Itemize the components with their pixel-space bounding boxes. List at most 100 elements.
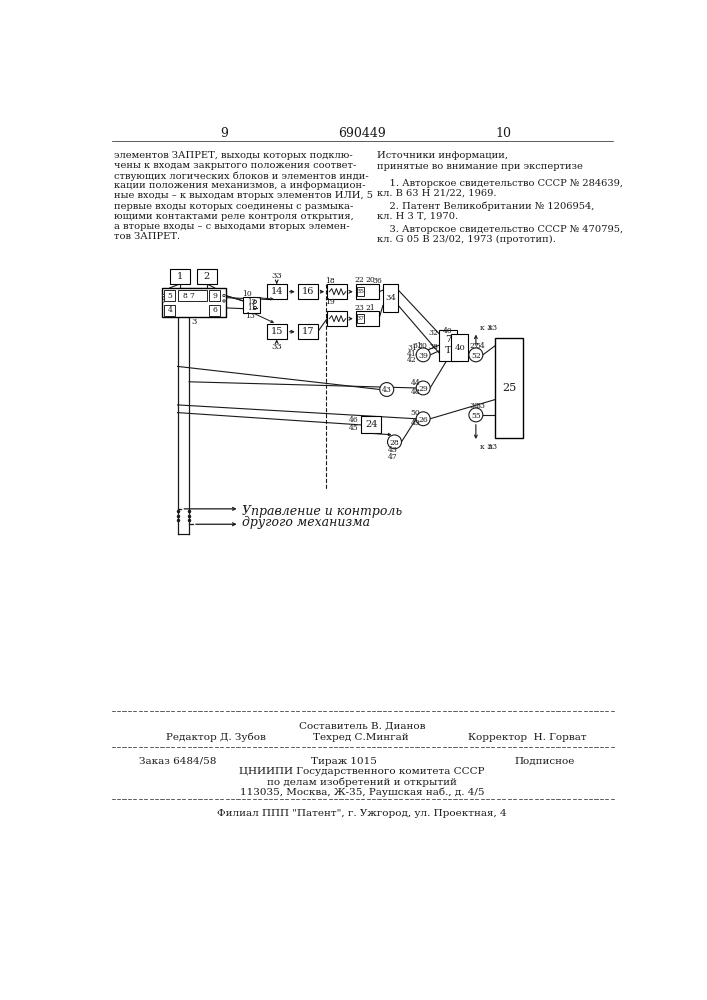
FancyBboxPatch shape	[267, 324, 287, 339]
Circle shape	[416, 381, 430, 395]
Text: 18: 18	[325, 277, 334, 285]
Text: 14: 14	[271, 287, 283, 296]
FancyBboxPatch shape	[356, 284, 379, 299]
Circle shape	[380, 383, 394, 396]
FancyBboxPatch shape	[298, 324, 317, 339]
Text: 24: 24	[365, 420, 378, 429]
Text: 33: 33	[476, 402, 486, 410]
Text: к 33: к 33	[480, 324, 497, 332]
FancyBboxPatch shape	[495, 338, 523, 438]
Text: к 33: к 33	[480, 443, 497, 451]
Text: 7: 7	[445, 335, 451, 344]
Text: 27: 27	[469, 342, 479, 350]
Text: 36: 36	[373, 277, 382, 285]
Text: 43: 43	[382, 386, 392, 394]
Text: Источники информации,: Источники информации,	[378, 151, 508, 160]
Circle shape	[223, 300, 225, 302]
Text: принятые во внимание при экспертизе: принятые во внимание при экспертизе	[378, 162, 583, 171]
Text: 31: 31	[412, 342, 422, 350]
FancyBboxPatch shape	[162, 288, 226, 317]
Text: 113035, Москва, Ж-35, Раушская наб., д. 4/5: 113035, Москва, Ж-35, Раушская наб., д. …	[240, 788, 484, 797]
Text: 29: 29	[419, 385, 428, 393]
Text: 25: 25	[502, 383, 516, 393]
Circle shape	[223, 294, 225, 297]
Text: 2: 2	[204, 272, 210, 281]
Text: T: T	[445, 346, 451, 355]
FancyBboxPatch shape	[209, 305, 220, 316]
Circle shape	[163, 300, 165, 302]
FancyBboxPatch shape	[327, 311, 347, 326]
Text: 7: 7	[189, 292, 194, 300]
Text: 10: 10	[495, 127, 511, 140]
Text: элементов ЗАПРЕТ, выходы которых подклю-: элементов ЗАПРЕТ, выходы которых подклю-	[114, 151, 353, 160]
Text: 26: 26	[419, 416, 428, 424]
Text: 45: 45	[349, 424, 358, 432]
Text: 10: 10	[242, 290, 252, 298]
Text: 47: 47	[388, 453, 398, 461]
Text: 42: 42	[407, 356, 417, 364]
Text: 12: 12	[247, 298, 256, 306]
Text: п: п	[487, 443, 492, 451]
Text: кл. G 05 В 23/02, 1973 (прототип).: кл. G 05 В 23/02, 1973 (прототип).	[378, 235, 556, 244]
Text: первые входы которых соединены с размыка-: первые входы которых соединены с размыка…	[114, 202, 354, 211]
Text: 31: 31	[407, 344, 417, 352]
Text: 49: 49	[411, 419, 420, 427]
Text: 9: 9	[220, 127, 228, 140]
Text: к: к	[488, 324, 492, 332]
Text: кл. Н 3 Т, 1970.: кл. Н 3 Т, 1970.	[378, 212, 459, 221]
Text: Тираж 1015: Тираж 1015	[311, 757, 377, 766]
Circle shape	[253, 300, 257, 303]
Text: Корректор  Н. Горват: Корректор Н. Горват	[468, 733, 587, 742]
Text: по делам изобретений и открытий: по делам изобретений и открытий	[267, 778, 457, 787]
Circle shape	[253, 306, 257, 309]
Text: Составитель В. Дианов: Составитель В. Дианов	[298, 721, 425, 730]
Text: кл. В 63 Н 21/22, 1969.: кл. В 63 Н 21/22, 1969.	[378, 189, 497, 198]
FancyBboxPatch shape	[451, 334, 468, 361]
Text: 21: 21	[365, 304, 375, 312]
Text: 9: 9	[212, 292, 217, 300]
Text: 6: 6	[212, 306, 217, 314]
Text: 19: 19	[325, 298, 334, 306]
Text: чены к входам закрытого положения соответ-: чены к входам закрытого положения соотве…	[114, 161, 356, 170]
Text: Редактор Д. Зубов: Редактор Д. Зубов	[166, 733, 266, 742]
Text: 1: 1	[177, 272, 183, 281]
Text: 3: 3	[191, 318, 197, 326]
Circle shape	[387, 435, 402, 449]
Text: Техред С.Мингай: Техред С.Мингай	[313, 733, 409, 742]
Circle shape	[469, 408, 483, 422]
Text: Заказ 6484/58: Заказ 6484/58	[139, 757, 216, 766]
Text: 38: 38	[428, 343, 438, 351]
Text: 32: 32	[428, 329, 438, 337]
FancyBboxPatch shape	[357, 287, 363, 296]
Text: 46: 46	[349, 416, 358, 424]
Text: 17: 17	[301, 327, 314, 336]
Text: 50: 50	[411, 409, 420, 417]
Text: 3. Авторское свидетельство СССР № 470795,: 3. Авторское свидетельство СССР № 470795…	[378, 225, 624, 234]
Text: Филиал ППП "Патент", г. Ужгород, ул. Проектная, 4: Филиал ППП "Патент", г. Ужгород, ул. Про…	[217, 809, 507, 818]
Text: ствующих логических блоков и элементов инди-: ствующих логических блоков и элементов и…	[114, 171, 368, 181]
FancyBboxPatch shape	[383, 284, 398, 312]
Circle shape	[163, 294, 165, 297]
Text: 43: 43	[388, 446, 398, 454]
Text: 40: 40	[454, 344, 465, 352]
Text: 40: 40	[443, 327, 453, 335]
Text: а вторые входы – с выходами вторых элемен-: а вторые входы – с выходами вторых элеме…	[114, 222, 350, 231]
Text: 30: 30	[469, 402, 479, 410]
Text: другого механизма: другого механизма	[242, 516, 370, 529]
Text: 690449: 690449	[338, 127, 386, 140]
Text: 44: 44	[411, 379, 420, 387]
FancyBboxPatch shape	[298, 284, 317, 299]
Text: 23: 23	[354, 304, 364, 312]
FancyBboxPatch shape	[164, 290, 175, 301]
FancyBboxPatch shape	[197, 269, 217, 284]
FancyBboxPatch shape	[361, 416, 381, 433]
FancyBboxPatch shape	[164, 305, 175, 316]
Text: кации положения механизмов, а информацион-: кации положения механизмов, а информацио…	[114, 181, 366, 190]
Text: 34: 34	[385, 294, 396, 302]
Text: 16: 16	[301, 287, 314, 296]
Text: Подписное: Подписное	[515, 757, 575, 766]
Text: 33: 33	[271, 343, 282, 351]
Text: 5: 5	[168, 292, 173, 300]
Text: 33: 33	[271, 272, 282, 280]
Text: 4: 4	[168, 306, 173, 314]
